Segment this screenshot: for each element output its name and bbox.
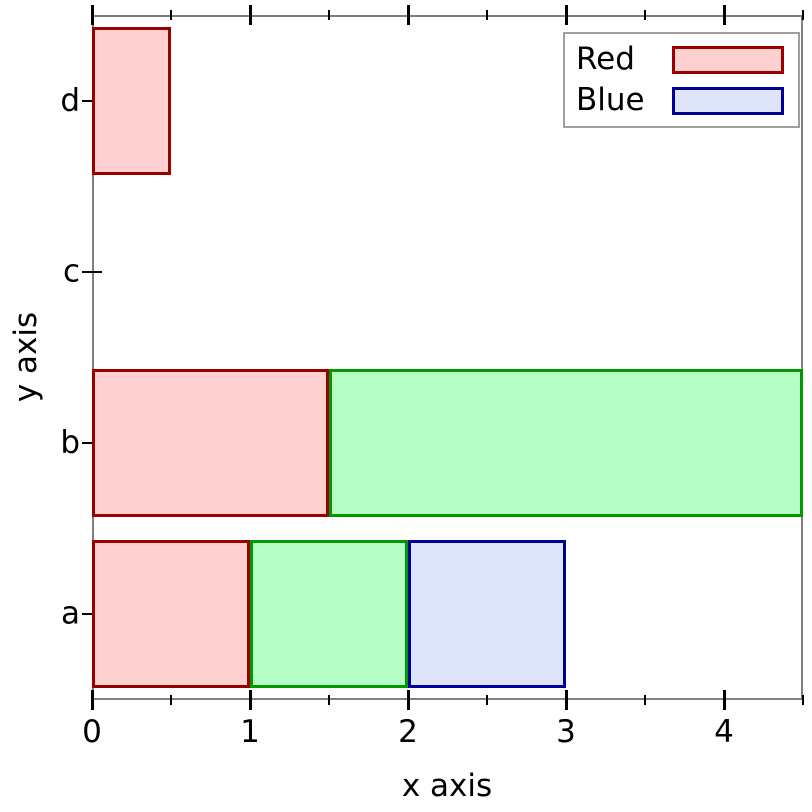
bar-segment-green-a — [250, 540, 408, 689]
x-tick-minor-bottom — [170, 695, 172, 705]
x-tick-major-bottom — [722, 690, 726, 710]
legend: Red Blue — [563, 32, 800, 128]
legend-swatch-red — [672, 45, 784, 74]
x-tick-minor-top — [170, 10, 172, 20]
x-tick-minor-bottom — [802, 695, 804, 705]
x-tick-minor-top — [328, 10, 330, 20]
x-tick-minor-top — [802, 10, 804, 20]
y-axis-label: y axis — [8, 311, 44, 403]
y-tick-label-d: d — [60, 82, 80, 119]
x-tick-minor-bottom — [486, 695, 488, 705]
x-tick-major-top — [90, 5, 94, 25]
chart-frame — [92, 15, 803, 700]
y-tick-label-b: b — [60, 424, 80, 461]
bar-segment-green-b — [329, 369, 803, 518]
x-tick-major-bottom — [90, 690, 94, 710]
bar-segment-red-b — [92, 369, 329, 518]
x-tick-major-top — [564, 5, 568, 25]
y-tick — [82, 270, 102, 273]
x-tick-major-bottom — [564, 690, 568, 710]
y-tick-label-a: a — [61, 595, 80, 632]
x-tick-major-bottom — [248, 690, 252, 710]
legend-swatch-blue — [672, 86, 784, 115]
x-tick-minor-bottom — [644, 695, 646, 705]
x-tick-label: 2 — [398, 714, 418, 750]
legend-label-red: Red — [576, 41, 635, 77]
legend-item-red: Red — [576, 44, 784, 75]
x-tick-major-top — [248, 5, 252, 25]
x-tick-major-bottom — [406, 690, 410, 710]
x-tick-label: 0 — [82, 714, 102, 750]
x-tick-label: 3 — [556, 714, 576, 750]
x-tick-major-top — [406, 5, 410, 25]
x-tick-major-top — [722, 5, 726, 25]
legend-label-blue: Blue — [576, 82, 645, 118]
x-axis-label: x axis — [401, 768, 493, 804]
bar-segment-red-d — [92, 26, 171, 175]
y-tick-label-c: c — [62, 253, 80, 290]
bar-segment-blue-a — [408, 540, 566, 689]
x-tick-minor-top — [644, 10, 646, 20]
x-tick-label: 1 — [240, 714, 260, 750]
x-tick-minor-top — [486, 10, 488, 20]
legend-item-blue: Blue — [576, 85, 784, 116]
x-tick-label: 4 — [714, 714, 734, 750]
bar-segment-red-a — [92, 540, 250, 689]
x-tick-minor-bottom — [328, 695, 330, 705]
